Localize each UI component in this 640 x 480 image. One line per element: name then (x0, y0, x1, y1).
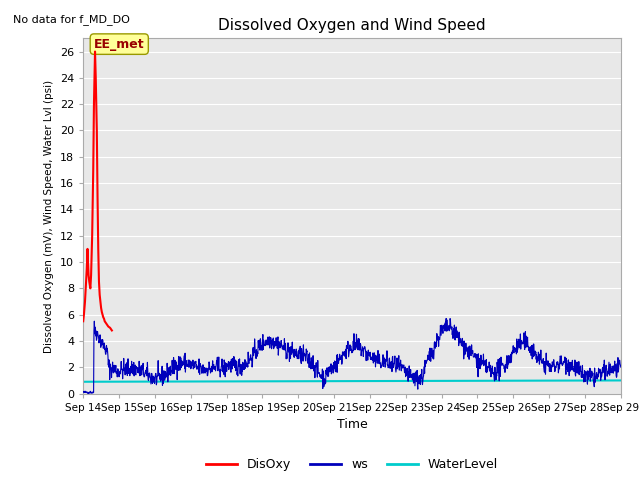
Title: Dissolved Oxygen and Wind Speed: Dissolved Oxygen and Wind Speed (218, 18, 486, 33)
Text: No data for f_MD_DO: No data for f_MD_DO (13, 14, 130, 25)
Text: EE_met: EE_met (94, 37, 145, 50)
Legend: DisOxy, ws, WaterLevel: DisOxy, ws, WaterLevel (201, 453, 503, 476)
Y-axis label: Dissolved Oxygen (mV), Wind Speed, Water Lvl (psi): Dissolved Oxygen (mV), Wind Speed, Water… (44, 79, 54, 353)
X-axis label: Time: Time (337, 418, 367, 431)
